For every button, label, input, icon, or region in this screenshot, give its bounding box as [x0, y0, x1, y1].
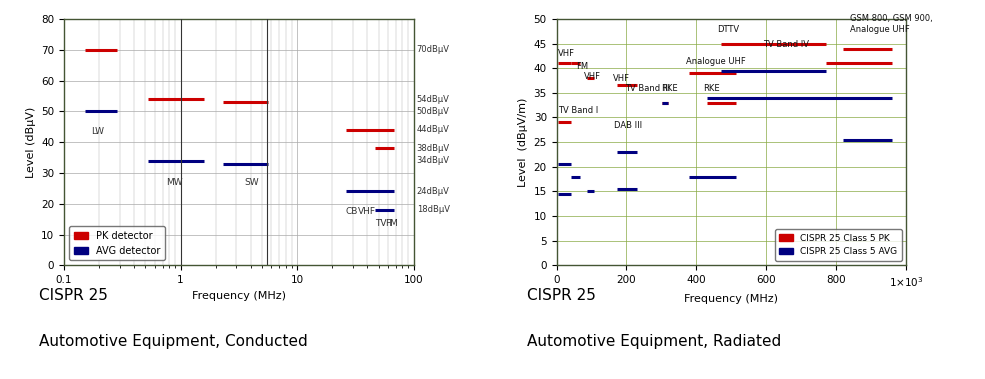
- Text: FM: FM: [576, 62, 588, 70]
- Text: VHF: VHF: [558, 49, 574, 58]
- Text: Analogue UHF: Analogue UHF: [850, 25, 910, 34]
- Text: FM: FM: [385, 219, 398, 228]
- Text: Analogue UHF: Analogue UHF: [686, 57, 746, 66]
- Text: 70dBμV: 70dBμV: [417, 45, 450, 54]
- X-axis label: Frequency (MHz): Frequency (MHz): [192, 291, 286, 301]
- Text: RKE: RKE: [703, 84, 720, 93]
- Text: TV Band III: TV Band III: [624, 84, 670, 93]
- Y-axis label: Level  (dBμV/m): Level (dBμV/m): [518, 97, 528, 187]
- Text: CB: CB: [346, 207, 358, 216]
- Text: TV Band IV: TV Band IV: [762, 39, 809, 49]
- Text: TV Band I: TV Band I: [558, 106, 598, 115]
- Text: RKE: RKE: [662, 84, 678, 93]
- Text: 24dBμV: 24dBμV: [417, 187, 449, 196]
- Text: VHF: VHF: [613, 74, 629, 83]
- Text: Automotive Equipment, Conducted: Automotive Equipment, Conducted: [39, 334, 308, 349]
- Text: MW: MW: [166, 177, 182, 186]
- Legend: PK detector, AVG detector: PK detector, AVG detector: [69, 226, 165, 260]
- Text: DTTV: DTTV: [717, 25, 740, 34]
- Legend: CISPR 25 Class 5 PK, CISPR 25 Class 5 AVG: CISPR 25 Class 5 PK, CISPR 25 Class 5 AV…: [775, 229, 901, 261]
- Text: 44dBμV: 44dBμV: [417, 125, 449, 134]
- Text: SW: SW: [244, 177, 259, 186]
- Text: TV I: TV I: [375, 219, 392, 228]
- Text: DAB III: DAB III: [614, 121, 641, 130]
- Text: GSM 800, GSM 900,: GSM 800, GSM 900,: [850, 14, 933, 23]
- Text: 34dBμV: 34dBμV: [417, 156, 450, 165]
- Text: CISPR 25: CISPR 25: [39, 288, 108, 303]
- Text: 18dBμV: 18dBμV: [417, 205, 450, 215]
- Text: CISPR 25: CISPR 25: [527, 288, 596, 303]
- Text: 50dBμV: 50dBμV: [417, 107, 449, 116]
- Text: 38dBμV: 38dBμV: [417, 144, 450, 153]
- Text: VHF: VHF: [358, 207, 375, 216]
- Y-axis label: Level (dBμV): Level (dBμV): [26, 106, 35, 178]
- X-axis label: Frequency (MHz): Frequency (MHz): [685, 294, 778, 304]
- Text: LW: LW: [91, 127, 103, 136]
- Text: VHF: VHF: [584, 72, 601, 80]
- Text: Automotive Equipment, Radiated: Automotive Equipment, Radiated: [527, 334, 781, 349]
- Text: 54dBμV: 54dBμV: [417, 94, 449, 103]
